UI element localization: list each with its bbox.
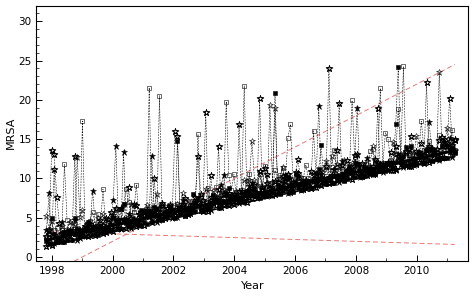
X-axis label: Year: Year [241, 282, 264, 291]
Y-axis label: MRSA: MRSA [6, 117, 16, 149]
